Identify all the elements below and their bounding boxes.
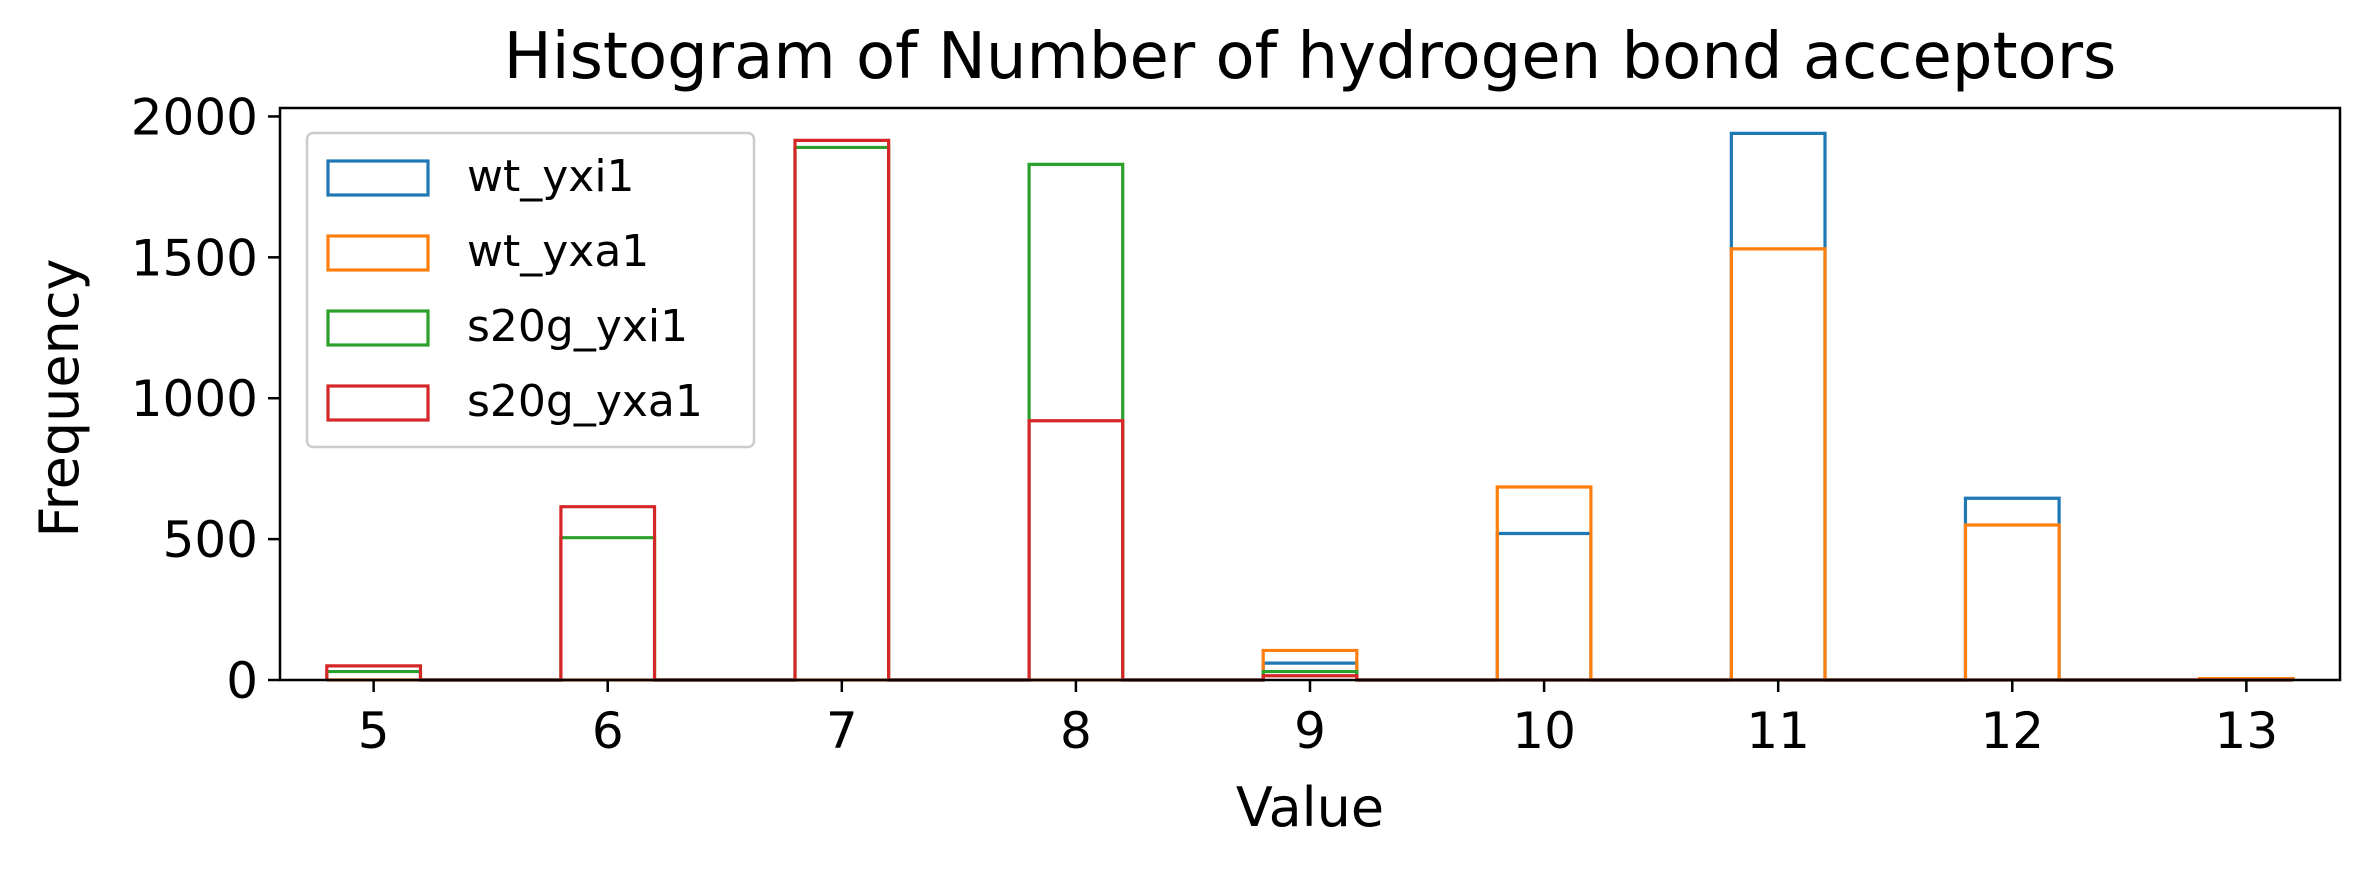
legend-swatch-s20g_yxi1 [326, 309, 430, 347]
x-tick-label: 12 [1980, 702, 2044, 760]
x-tick-label: 6 [592, 702, 624, 760]
legend: wt_yxi1 wt_yxa1 s20g_yxi1 s20g_yxa1 [305, 131, 756, 449]
y-tick-label: 0 [226, 652, 258, 710]
legend-swatch-s20g_yxa1 [326, 384, 430, 422]
x-tick-label: 7 [826, 702, 858, 760]
legend-label-s20g_yxa1: s20g_yxa1 [467, 376, 703, 427]
x-tick-label: 10 [1512, 702, 1576, 760]
x-tick-label: 5 [358, 702, 390, 760]
x-tick-label: 11 [1746, 702, 1810, 760]
legend-frame [305, 131, 756, 449]
x-axis: 5 6 7 8 9 10 11 12 13 [358, 680, 2278, 760]
legend-label-wt_yxi1: wt_yxi1 [467, 151, 635, 202]
legend-swatch-wt_yxi1 [326, 159, 430, 197]
x-tick-label: 9 [1294, 702, 1326, 760]
x-tick-label: 8 [1060, 702, 1092, 760]
y-tick-label: 500 [163, 511, 258, 569]
y-tick-label: 2000 [131, 88, 258, 146]
y-tick-label: 1500 [131, 229, 258, 287]
y-axis-label: Frequency [28, 259, 91, 538]
x-axis-label: Value [1236, 776, 1384, 839]
legend-swatch-wt_yxa1 [326, 234, 430, 272]
y-axis: 0 500 1000 1500 2000 [131, 88, 280, 710]
y-tick-label: 1000 [131, 370, 258, 428]
legend-label-wt_yxa1: wt_yxa1 [467, 226, 649, 277]
x-tick-label: 13 [2215, 702, 2279, 760]
chart-title: Histogram of Number of hydrogen bond acc… [504, 20, 2117, 94]
legend-label-s20g_yxi1: s20g_yxi1 [467, 301, 688, 352]
